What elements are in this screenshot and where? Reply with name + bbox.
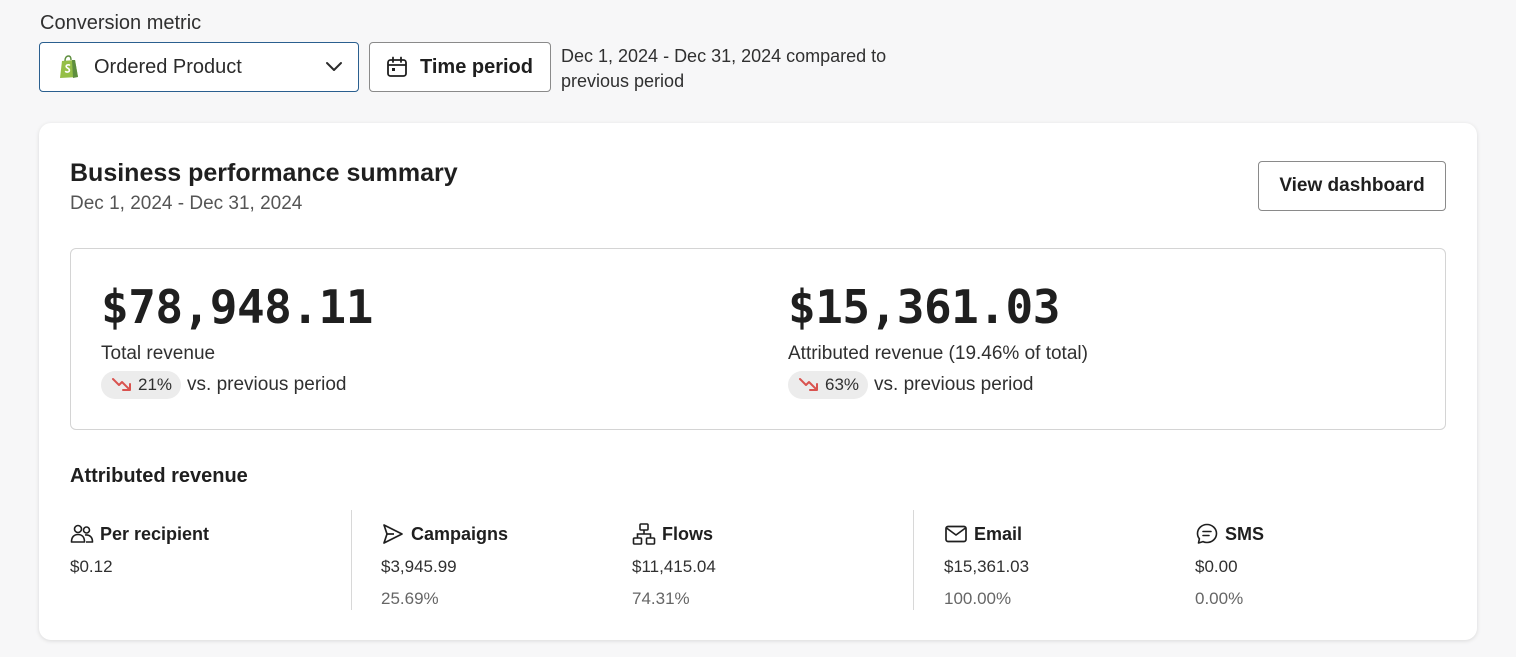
attributed-per-recipient: Per recipient $0.12	[70, 521, 209, 577]
conversion-metric-value: Ordered Product	[94, 55, 242, 78]
card-title: Business performance summary	[70, 159, 458, 187]
column-header: Email	[944, 521, 1029, 547]
column-value: $15,361.03	[944, 557, 1030, 576]
attributed-campaigns: Campaigns $3,945.99 25.69%	[381, 521, 508, 609]
email-icon	[945, 525, 967, 543]
shopify-bag-icon	[60, 55, 78, 78]
column-percent: 0.00%	[1195, 589, 1244, 608]
column-value: $11,415.04	[632, 557, 716, 576]
send-icon	[383, 524, 403, 544]
kpi-name: Total revenue	[101, 343, 216, 364]
compare-text: vs. previous period	[187, 374, 347, 395]
column-header: Flows	[632, 521, 716, 547]
column-percent: 100.00%	[944, 589, 1012, 608]
column-label: Flows	[662, 523, 714, 544]
attributed-sms: SMS $0.00 0.00%	[1195, 521, 1264, 609]
column-label: Email	[974, 523, 1023, 544]
period-comparison-text: Dec 1, 2024 - Dec 31, 2024 compared to p…	[561, 46, 887, 91]
conversion-metric-label: Conversion metric	[40, 12, 202, 34]
column-value: $0.12	[70, 557, 113, 576]
column-header: Campaigns	[381, 521, 508, 547]
time-period-label: Time period	[420, 55, 533, 78]
kpi-total-revenue: $78,948.11 Total revenue 21% vs. previou…	[101, 279, 373, 399]
change-value: 63%	[825, 375, 860, 394]
column-percent: 25.69%	[381, 589, 439, 608]
column-label: Per recipient	[100, 523, 210, 544]
column-header: Per recipient	[70, 521, 209, 547]
trend-down-icon	[799, 378, 818, 391]
sms-icon	[1196, 523, 1218, 544]
kpi-amount: $78,948.11	[101, 280, 373, 334]
calendar-icon	[387, 56, 407, 77]
attributed-flows: Flows $11,415.04 74.31%	[632, 521, 716, 609]
change-badge: 63%	[788, 371, 869, 399]
column-value: $3,945.99	[381, 557, 457, 576]
chevron-down-icon	[326, 62, 342, 71]
column-divider	[913, 510, 914, 610]
card-date-range: Dec 1, 2024 - Dec 31, 2024	[70, 193, 303, 214]
compare-text: vs. previous period	[874, 374, 1034, 395]
column-label: Campaigns	[411, 523, 509, 544]
attributed-email: Email $15,361.03 100.00%	[944, 521, 1029, 609]
column-percent: 74.31%	[632, 589, 690, 608]
kpi-change: 21% vs. previous period	[101, 371, 373, 399]
kpi-change: 63% vs. previous period	[788, 371, 1088, 399]
time-period-button[interactable]: Time period	[369, 42, 551, 92]
kpi-name: Attributed revenue (19.46% of total)	[788, 343, 1088, 364]
flow-icon	[632, 523, 656, 545]
business-performance-card: Business performance summary Dec 1, 2024…	[39, 123, 1477, 640]
kpi-amount: $15,361.03	[788, 280, 1060, 334]
view-dashboard-button[interactable]: View dashboard	[1258, 161, 1446, 211]
change-value: 21%	[138, 375, 173, 394]
column-label: SMS	[1225, 523, 1265, 544]
column-value: $0.00	[1195, 557, 1238, 576]
column-header: SMS	[1195, 521, 1264, 547]
conversion-metric-dropdown[interactable]: Ordered Product	[39, 42, 359, 92]
kpi-panel: $78,948.11 Total revenue 21% vs. previou…	[70, 248, 1446, 430]
kpi-attributed-revenue: $15,361.03 Attributed revenue (19.46% of…	[788, 279, 1088, 399]
people-icon	[70, 524, 94, 543]
column-divider	[351, 510, 352, 610]
attributed-revenue-title: Attributed revenue	[70, 465, 248, 487]
change-badge: 21%	[101, 371, 182, 399]
trend-down-icon	[112, 378, 131, 391]
